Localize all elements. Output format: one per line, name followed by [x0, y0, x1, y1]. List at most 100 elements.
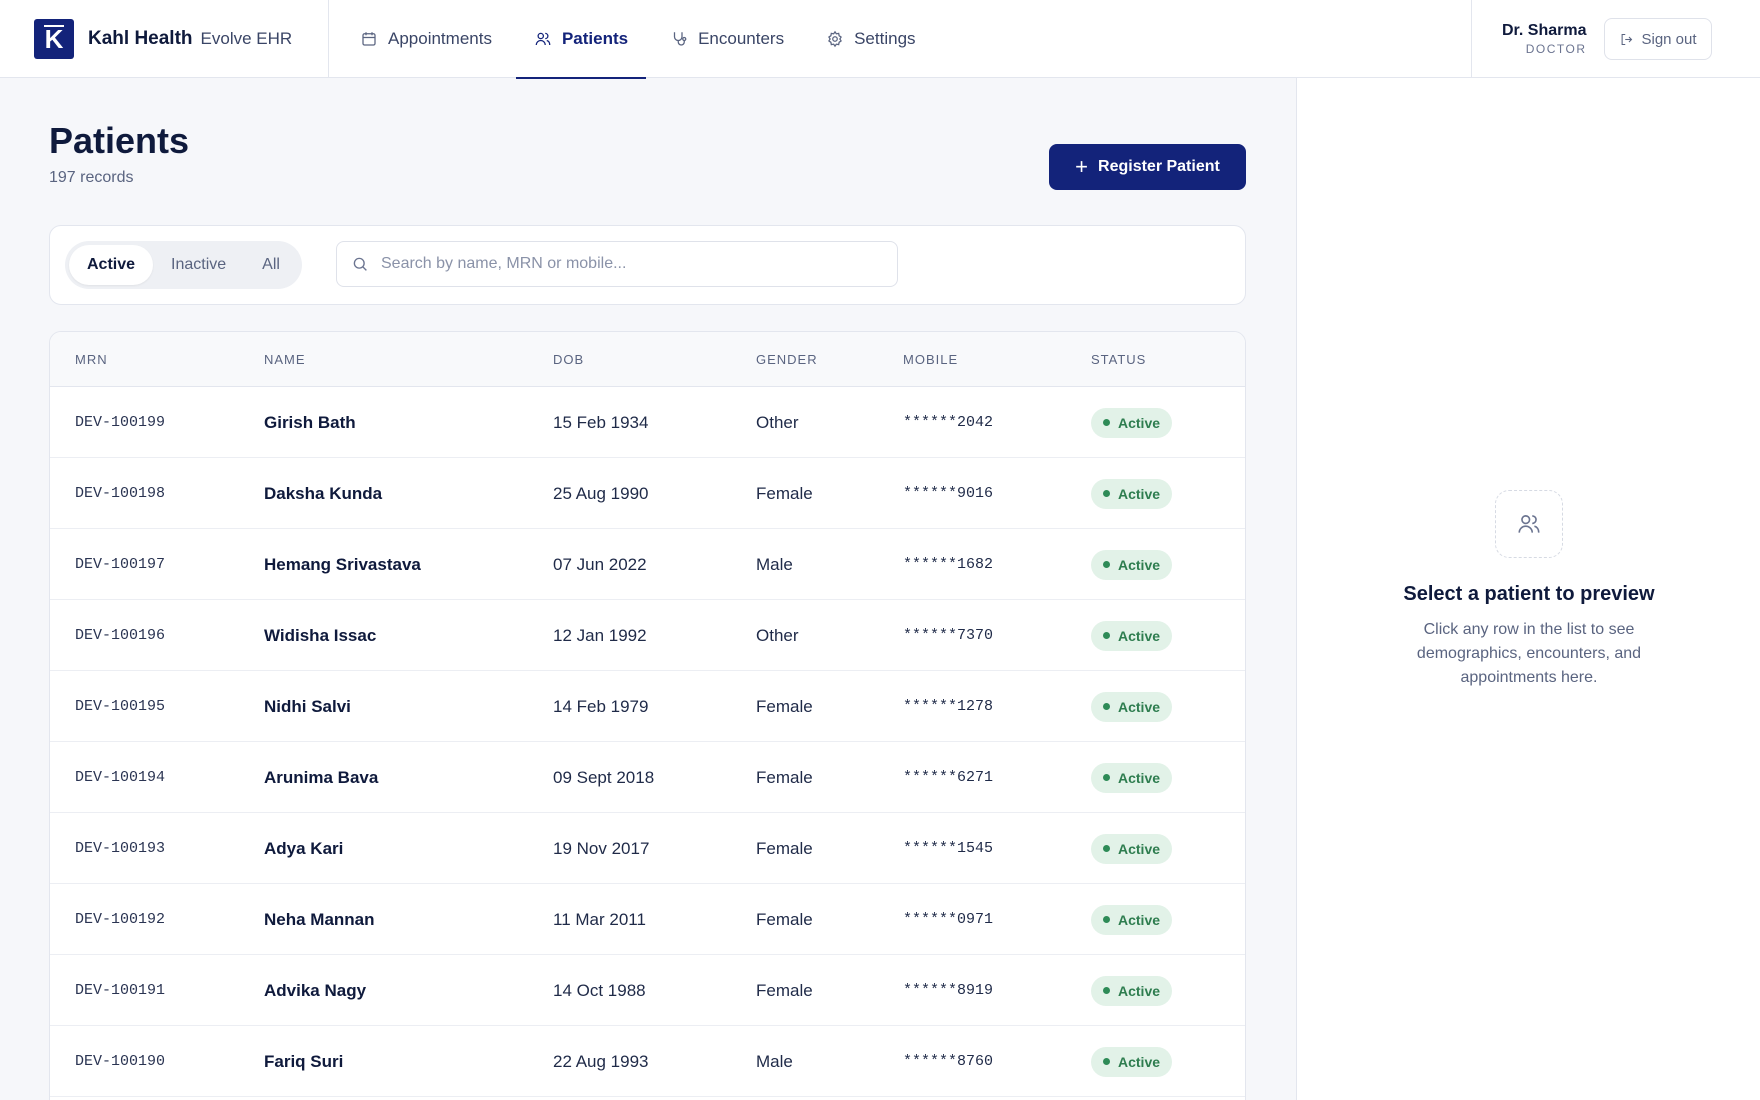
status-label: Active — [1118, 982, 1161, 999]
column-header-mobile[interactable]: MOBILE — [903, 352, 959, 367]
user-info: Dr. Sharma DOCTOR — [1502, 22, 1586, 56]
cell-gender: Other — [756, 412, 799, 432]
cell-mrn: DEV-100190 — [75, 1053, 166, 1070]
cell-name: Hemang Srivastava — [264, 554, 421, 574]
cell-dob: 19 Nov 2017 — [553, 838, 650, 858]
nav-label: Encounters — [698, 29, 785, 48]
nav-label: Appointments — [388, 29, 492, 48]
nav-appointments[interactable]: Appointments — [342, 0, 510, 78]
status-label: Active — [1118, 840, 1161, 857]
brand[interactable]: K Kahl Health Evolve EHR — [0, 0, 329, 78]
cell-dob: 12 Jan 1992 — [553, 625, 647, 645]
status-badge: Active — [1091, 478, 1173, 509]
status-badge: Active — [1091, 1046, 1173, 1077]
brand-name: Kahl Health — [88, 28, 193, 49]
cell-dob: 22 Aug 1993 — [553, 1051, 649, 1071]
table-row[interactable]: DEV-100192 Neha Mannan 11 Mar 2011 Female **… — [50, 884, 1245, 955]
status-label: Active — [1118, 627, 1161, 644]
empty-state-icon-box — [1495, 490, 1563, 558]
table-row[interactable]: DEV-100194 Arunima Bava 09 Sept 2018 Female… — [50, 742, 1245, 813]
cell-mrn: DEV-100191 — [75, 982, 166, 999]
status-label: Active — [1118, 769, 1161, 786]
cell-dob: 14 Oct 1988 — [553, 980, 646, 1000]
column-header-mrn[interactable]: MRN — [75, 352, 108, 367]
table-body: DEV-100199 Girish Bath 15 Feb 1934 Other ***… — [50, 387, 1245, 1097]
brand-product: Evolve EHR — [200, 29, 293, 48]
table-row[interactable]: DEV-100191 Advika Nagy 14 Oct 1988 Female **… — [50, 955, 1245, 1026]
search-box[interactable] — [336, 241, 898, 287]
page-title: Patients — [49, 120, 190, 161]
status-badge: Active — [1091, 904, 1173, 935]
segment-all[interactable]: All — [262, 256, 280, 273]
table-row[interactable]: DEV-100190 Fariq Suri 22 Aug 1993 Male *****… — [50, 1026, 1245, 1097]
brand-logo: K — [34, 19, 74, 59]
patients-table: MRN NAME DOB GENDER MOBILE STATUS DEV-10… — [49, 331, 1246, 1100]
table-row[interactable]: DEV-100196 Widisha Issac 12 Jan 1992 Other *… — [50, 600, 1245, 671]
cell-mobile: ******9016 — [903, 485, 994, 502]
column-header-name[interactable]: NAME — [264, 352, 306, 367]
record-count: 197 records — [49, 169, 134, 186]
nav-patients[interactable]: Patients — [515, 0, 647, 79]
empty-state-title: Select a patient to preview — [1403, 583, 1655, 605]
cell-status: Active — [1091, 742, 1173, 813]
column-header-dob[interactable]: DOB — [553, 352, 585, 367]
cell-mrn: DEV-100192 — [75, 911, 166, 928]
status-dot-icon — [1103, 774, 1110, 781]
table-row[interactable]: DEV-100193 Adya Kari 19 Nov 2017 Female ****… — [50, 813, 1245, 884]
cell-name: Widisha Issac — [264, 625, 377, 645]
cell-dob: 09 Sept 2018 — [553, 767, 655, 787]
status-dot-icon — [1103, 845, 1110, 852]
user-name: Dr. Sharma — [1502, 22, 1587, 39]
nav-encounters[interactable]: Encounters — [652, 0, 802, 78]
status-dot-icon — [1103, 419, 1110, 426]
nav-settings[interactable]: Settings — [808, 0, 933, 78]
cell-name: Advika Nagy — [264, 980, 367, 1000]
table-row[interactable]: DEV-100195 Nidhi Salvi 14 Feb 1979 Female **… — [50, 671, 1245, 742]
cell-mrn: DEV-100194 — [75, 769, 166, 786]
calendar-icon — [362, 32, 376, 46]
status-label: Active — [1118, 414, 1161, 431]
segment-inactive[interactable]: Inactive — [171, 256, 227, 273]
table-row[interactable]: DEV-100198 Daksha Kunda 25 Aug 1990 Female *… — [50, 458, 1245, 529]
cell-status: Active — [1091, 529, 1173, 600]
cell-gender: Female — [756, 696, 813, 716]
segment-active[interactable]: Active — [69, 245, 154, 285]
app-header: K Kahl Health Evolve EHR Appointments Pa… — [0, 0, 1760, 79]
cell-dob: 07 Jun 2022 — [553, 554, 647, 574]
cell-dob: 25 Aug 1990 — [553, 483, 649, 503]
cell-status: Active — [1091, 813, 1173, 884]
status-dot-icon — [1103, 987, 1110, 994]
cell-name: Adya Kari — [264, 838, 344, 858]
column-header-status[interactable]: STATUS — [1091, 352, 1147, 367]
cell-status: Active — [1091, 884, 1173, 955]
cell-gender: Female — [756, 838, 813, 858]
cell-gender: Male — [756, 1051, 793, 1071]
status-badge: Active — [1091, 549, 1173, 580]
column-header-gender[interactable]: GENDER — [756, 352, 818, 367]
cell-mobile: ******2042 — [903, 414, 994, 431]
cell-name: Girish Bath — [264, 412, 356, 432]
main-nav: Appointments Patients Encounters Setting… — [342, 0, 940, 79]
status-badge: Active — [1091, 762, 1173, 793]
cell-mobile: ******8919 — [903, 982, 994, 999]
cell-mobile: ******1545 — [903, 840, 994, 857]
sign-out-label: Sign out — [1641, 30, 1697, 48]
table-row[interactable]: DEV-100199 Girish Bath 15 Feb 1934 Other ***… — [50, 387, 1245, 458]
table-row[interactable]: DEV-100197 Hemang Srivastava 07 Jun 2022 Ma… — [50, 529, 1245, 600]
cell-gender: Male — [756, 554, 793, 574]
cell-gender: Other — [756, 625, 799, 645]
search-icon — [353, 257, 367, 271]
main-content: Patients 197 records + Register Patient … — [0, 78, 1296, 1100]
status-label: Active — [1118, 911, 1161, 928]
status-badge: Active — [1091, 407, 1173, 438]
cell-name: Neha Mannan — [264, 909, 375, 929]
status-dot-icon — [1103, 632, 1110, 639]
cell-mobile: ******7370 — [903, 627, 994, 644]
cell-mrn: DEV-100197 — [75, 556, 166, 573]
status-segmented-control: Active Inactive All — [65, 241, 302, 289]
sign-out-button[interactable]: Sign out — [1604, 18, 1712, 60]
status-badge: Active — [1091, 691, 1173, 722]
search-input[interactable] — [381, 255, 881, 273]
status-badge: Active — [1091, 975, 1173, 1006]
register-patient-button[interactable]: + Register Patient — [1049, 144, 1246, 190]
